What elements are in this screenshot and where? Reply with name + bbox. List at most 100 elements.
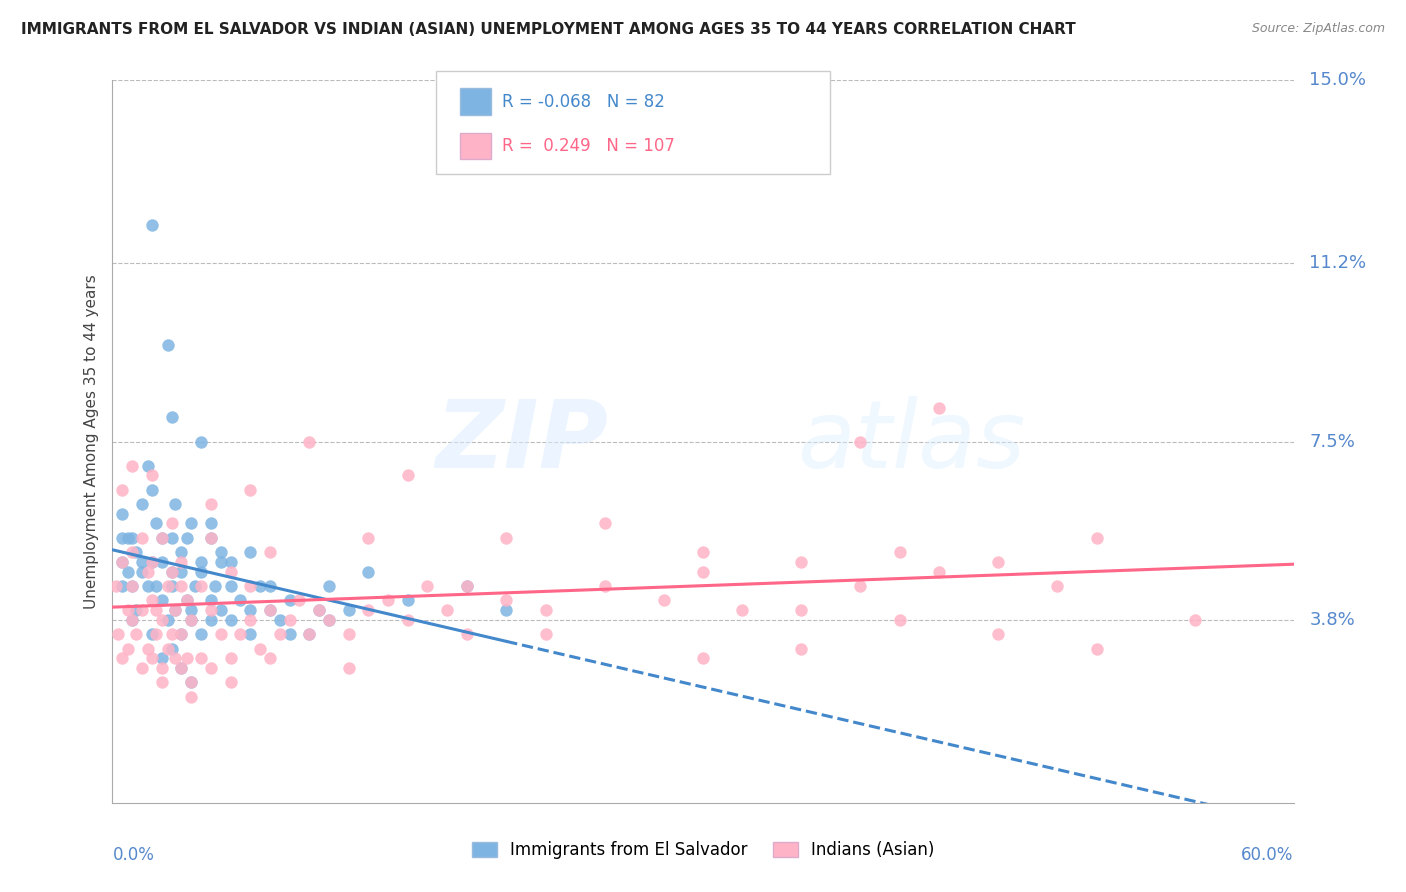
Point [229,627,252,641]
Point [219,565,242,579]
Text: IMMIGRANTS FROM EL SALVADOR VS INDIAN (ASIAN) UNEMPLOYMENT AMONG AGES 35 TO 44 Y: IMMIGRANTS FROM EL SALVADOR VS INDIAN (A… [21,22,1076,37]
Point [145,516,167,531]
Point [180,516,202,531]
Point [269,613,291,627]
Point [269,627,291,641]
Point [889,613,911,627]
Point [131,603,153,617]
Point [117,565,139,579]
Point [249,641,271,656]
Point [357,565,380,579]
Point [121,579,143,593]
Point [121,613,143,627]
Point [111,651,134,665]
Point [150,661,173,675]
Point [141,218,163,232]
Point [436,603,458,617]
Point [534,627,557,641]
Point [219,613,242,627]
Point [190,579,212,593]
Point [141,555,163,569]
Text: 3.8%: 3.8% [1309,611,1355,629]
Point [318,579,340,593]
Text: 7.5%: 7.5% [1309,433,1355,450]
Point [200,497,222,511]
Point [170,661,193,675]
Point [219,651,242,665]
Point [456,627,478,641]
Text: R =  0.249   N = 107: R = 0.249 N = 107 [502,137,675,155]
Point [141,593,163,607]
Point [141,468,163,483]
Point [396,613,419,627]
Point [1184,613,1206,627]
Point [259,545,281,559]
Point [121,613,143,627]
Point [298,627,321,641]
Point [200,661,222,675]
Point [180,603,202,617]
Point [731,603,754,617]
Point [121,458,143,473]
Point [200,531,222,545]
Point [239,603,262,617]
Point [209,603,232,617]
Text: ZIP: ZIP [436,395,609,488]
Point [318,613,340,627]
Point [105,579,128,593]
Point [308,603,330,617]
Point [357,531,380,545]
Point [593,516,616,531]
Point [131,555,153,569]
Point [141,627,163,641]
Point [209,555,232,569]
Point [219,675,242,690]
Point [259,603,281,617]
Point [111,555,134,569]
Point [117,603,139,617]
Point [204,579,226,593]
Point [170,555,193,569]
Point [219,555,242,569]
Point [278,613,301,627]
Point [136,579,159,593]
Point [790,555,813,569]
Point [121,531,143,545]
Point [987,627,1010,641]
Point [200,516,222,531]
Point [136,641,159,656]
Point [150,555,173,569]
Point [125,603,148,617]
Point [150,593,173,607]
Point [111,531,134,545]
Point [125,545,148,559]
Point [150,675,173,690]
Text: R = -0.068   N = 82: R = -0.068 N = 82 [502,93,665,111]
Point [190,651,212,665]
Point [136,458,159,473]
Point [1085,531,1108,545]
Point [416,579,439,593]
Point [278,627,301,641]
Point [160,641,183,656]
Point [987,555,1010,569]
Point [117,531,139,545]
Point [184,579,207,593]
Point [180,613,202,627]
Point [176,593,198,607]
Point [170,565,193,579]
Point [259,603,281,617]
Legend: Immigrants from El Salvador, Indians (Asian): Immigrants from El Salvador, Indians (As… [472,841,934,860]
Point [156,641,179,656]
Point [456,579,478,593]
Point [239,627,262,641]
Point [170,627,193,641]
Point [131,531,153,545]
Point [121,545,143,559]
Point [396,593,419,607]
Point [150,651,173,665]
Point [239,545,262,559]
Point [259,651,281,665]
Point [790,603,813,617]
Point [692,565,714,579]
